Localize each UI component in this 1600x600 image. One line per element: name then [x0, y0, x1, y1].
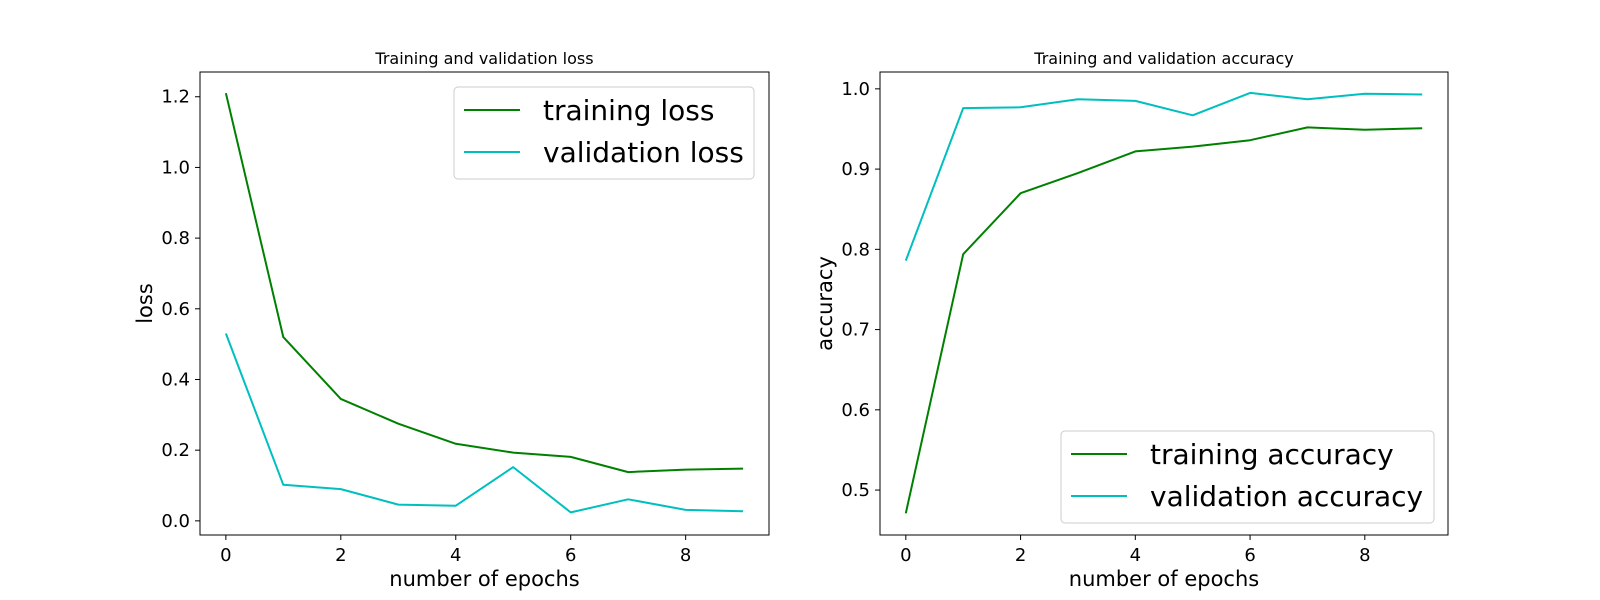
loss-y-axis-label: loss — [133, 283, 157, 324]
accuracy-y-tick-label: 0.5 — [841, 480, 870, 501]
accuracy-x-tick-label: 2 — [1015, 545, 1026, 566]
accuracy-x-tick-label: 8 — [1359, 545, 1370, 566]
accuracy-x-tick-label: 6 — [1244, 545, 1255, 566]
accuracy-y-tick-label: 0.8 — [841, 239, 870, 260]
loss-y-tick-label: 0.8 — [161, 228, 190, 249]
loss-y-tick-label: 0.6 — [161, 299, 190, 320]
accuracy-chart: Training and validation accuracy number … — [813, 49, 1449, 591]
loss-x-tick-label: 2 — [335, 545, 346, 566]
loss-chart-title: Training and validation loss — [374, 49, 593, 68]
loss-series-validation-line — [224, 333, 744, 514]
accuracy-x-tick-label: 0 — [900, 545, 911, 566]
loss-x-axis-label: number of epochs — [389, 567, 579, 591]
accuracy-y-tick-label: 0.7 — [841, 320, 870, 341]
accuracy-legend: training accuracy validation accuracy — [1060, 430, 1435, 524]
accuracy-y-tick-label: 0.9 — [841, 159, 870, 180]
accuracy-x-tick-label: 4 — [1130, 545, 1141, 566]
accuracy-legend-label-training: training accuracy — [1150, 438, 1394, 471]
accuracy-x-axis-label: number of epochs — [1069, 567, 1259, 591]
loss-x-tick-label: 0 — [220, 545, 231, 566]
accuracy-series-validation-line — [904, 91, 1423, 261]
loss-series-training-line — [224, 92, 744, 474]
loss-legend: training loss validation loss — [453, 86, 755, 180]
loss-y-tick-label: 0.2 — [161, 440, 190, 461]
loss-legend-box — [453, 86, 755, 180]
loss-y-tick-label: 0.0 — [161, 511, 190, 532]
accuracy-y-tick-label: 0.6 — [841, 400, 870, 421]
loss-legend-label-training: training loss — [543, 94, 714, 127]
accuracy-legend-label-validation: validation accuracy — [1150, 480, 1423, 513]
loss-y-tick-label: 1.2 — [161, 87, 190, 108]
loss-x-tick-label: 6 — [565, 545, 576, 566]
accuracy-chart-title: Training and validation accuracy — [1033, 49, 1293, 68]
accuracy-legend-box — [1060, 430, 1435, 524]
accuracy-series-training-line — [904, 126, 1423, 514]
loss-y-tick-label: 0.4 — [161, 369, 190, 390]
loss-chart: Training and validation loss number of e… — [133, 49, 770, 591]
accuracy-y-tick-label: 1.0 — [841, 79, 870, 100]
loss-y-tick-label: 1.0 — [161, 157, 190, 178]
loss-x-tick-label: 8 — [680, 545, 691, 566]
loss-legend-label-validation: validation loss — [543, 136, 744, 169]
loss-lines — [224, 92, 744, 514]
loss-ticks: 0 2 4 6 8 0.0 0.2 0.4 0.6 0.8 1.0 1.2 — [161, 87, 691, 566]
accuracy-lines — [904, 91, 1423, 514]
loss-x-tick-label: 4 — [450, 545, 461, 566]
accuracy-y-axis-label: accuracy — [813, 256, 837, 351]
accuracy-ticks: 0 2 4 6 8 0.5 0.6 0.7 0.8 0.9 1.0 — [841, 79, 1370, 566]
